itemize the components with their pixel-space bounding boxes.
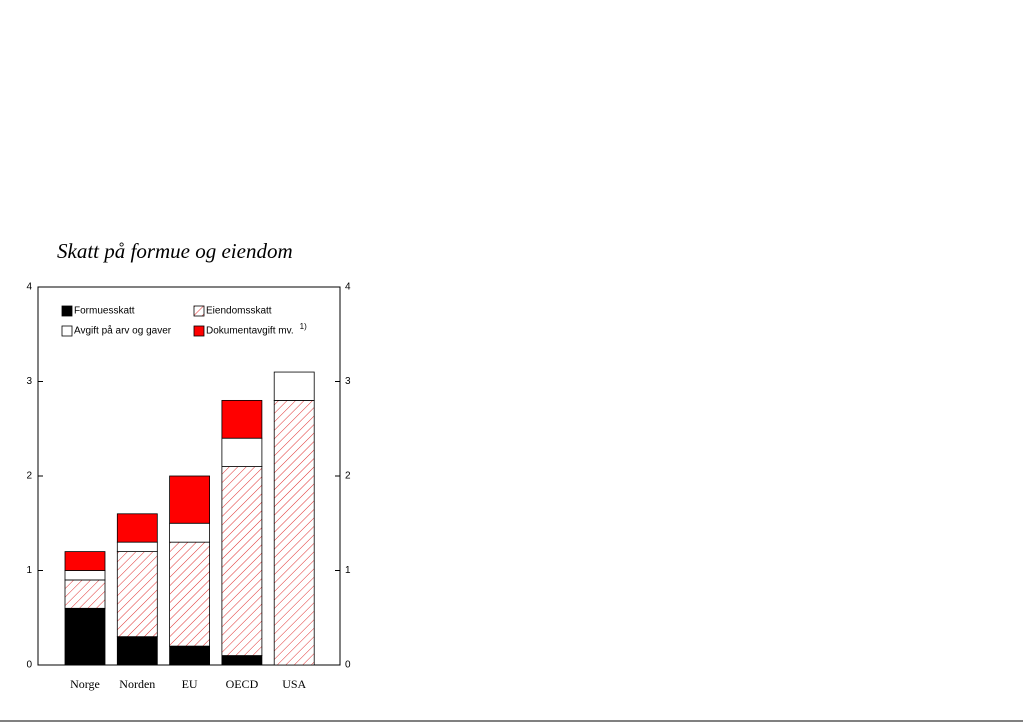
x-tick-label: Norge — [70, 677, 100, 691]
y-tick-label: 4 — [26, 282, 32, 293]
y2-tick-label: 3 — [345, 376, 351, 387]
x-tick-label: Norden — [119, 677, 155, 691]
legend-label: Eiendomsskatt — [206, 306, 272, 317]
bar-segment — [169, 475, 211, 524]
bar-segment — [221, 466, 263, 656]
bar-segment — [64, 607, 106, 666]
bar-segment — [64, 579, 106, 609]
y2-tick-label: 0 — [345, 660, 351, 671]
legend-label: Avgift på arv og gaver — [74, 325, 172, 337]
legend-swatch — [61, 305, 73, 317]
bar-segment — [64, 551, 106, 571]
y-tick-label: 3 — [26, 376, 32, 387]
x-tick-label: USA — [282, 677, 306, 691]
legend-swatch — [61, 325, 73, 337]
legend-note: 1) — [300, 322, 307, 331]
y2-tick-label: 1 — [345, 565, 351, 576]
bar-segment — [64, 570, 106, 581]
y2-tick-label: 4 — [345, 282, 351, 293]
bar-segment — [169, 541, 211, 647]
bar-segment — [116, 541, 158, 553]
legend-swatch — [193, 325, 205, 337]
y2-tick-label: 2 — [345, 471, 351, 482]
bar-segment — [116, 551, 158, 638]
bar-segment — [116, 636, 158, 666]
bar-segment — [221, 437, 263, 467]
y-tick-label: 2 — [26, 471, 32, 482]
y-tick-label: 1 — [26, 565, 32, 576]
legend-swatch — [193, 305, 205, 317]
bar-segment — [273, 371, 315, 401]
legend-label: Dokumentavgift mv. — [206, 326, 294, 337]
bar-segment — [116, 513, 158, 543]
chart-title: Skatt på formue og eiendom — [57, 239, 293, 263]
y-tick-label: 0 — [26, 660, 32, 671]
bar-segment — [273, 399, 315, 666]
bar-segment — [169, 522, 211, 543]
bar-segment — [221, 399, 263, 439]
legend-label: Formuesskatt — [74, 306, 135, 317]
bar-segment — [221, 655, 263, 666]
x-tick-label: OECD — [226, 677, 259, 691]
bar-segment — [169, 645, 211, 666]
x-tick-label: EU — [182, 677, 198, 691]
